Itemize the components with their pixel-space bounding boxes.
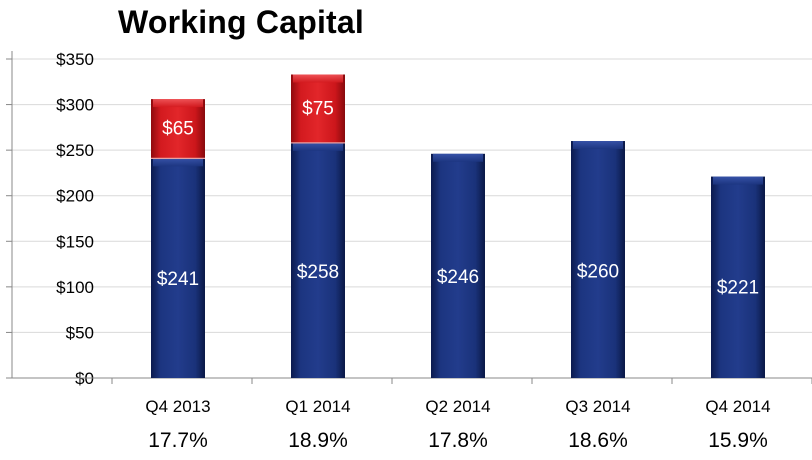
xtick-label: Q3 2014	[565, 397, 630, 416]
bar-group	[431, 153, 485, 378]
labels: $65 $241 Q4 2013 17.7% $75 $258 Q1 2014 18.9% $2…	[145, 99, 770, 452]
xtick-label: Q1 2014	[285, 397, 350, 416]
bar-base-bevel	[713, 176, 763, 185]
bar-base	[151, 158, 205, 378]
bar-stack-bevel	[153, 99, 203, 108]
percentage-label: 17.7%	[148, 429, 208, 452]
ytick-label: $50	[66, 323, 94, 342]
chart-title: Working Capital	[118, 4, 364, 40]
ytick-label: $100	[56, 278, 94, 297]
xtick-label: Q4 2014	[705, 397, 770, 416]
bar-base-bevel	[153, 158, 203, 167]
bar-base-bevel	[293, 142, 343, 151]
bar-base	[571, 141, 625, 378]
percentage-label: 18.6%	[568, 429, 628, 452]
data-label-base: $260	[577, 261, 619, 282]
data-label-base: $221	[717, 277, 759, 298]
ytick-label: $300	[56, 96, 94, 115]
ytick-label: $150	[56, 232, 94, 251]
bar-stack-bevel	[293, 74, 343, 83]
bar-group	[291, 74, 345, 378]
bar-base	[431, 153, 485, 378]
ytick-label: $350	[56, 50, 94, 69]
xtick-label: Q2 2014	[425, 397, 490, 416]
gridlines	[12, 58, 812, 333]
data-label-base: $241	[157, 269, 199, 290]
xtick-label: Q4 2013	[145, 397, 210, 416]
ytick-label: $200	[56, 187, 94, 206]
percentage-label: 17.8%	[428, 429, 488, 452]
ytick-label: $250	[56, 141, 94, 160]
bar-stack	[151, 99, 205, 159]
bar-base	[711, 176, 765, 378]
data-label-base: $258	[297, 262, 339, 283]
bar-stack	[291, 74, 345, 143]
percentage-label: 15.9%	[708, 429, 768, 452]
axes: $0$50$100$150$200$250$300$350	[6, 50, 812, 388]
bars	[151, 74, 765, 378]
bar-base-bevel	[433, 153, 483, 162]
data-label-stack: $75	[302, 99, 334, 120]
bar-base	[291, 142, 345, 378]
data-label-stack: $65	[162, 119, 194, 140]
percentage-label: 18.9%	[288, 429, 348, 452]
bar-base-bevel	[573, 141, 623, 150]
bar-group	[151, 99, 205, 378]
data-label-base: $246	[437, 267, 479, 288]
bar-group	[571, 141, 625, 378]
bar-group	[711, 176, 765, 378]
